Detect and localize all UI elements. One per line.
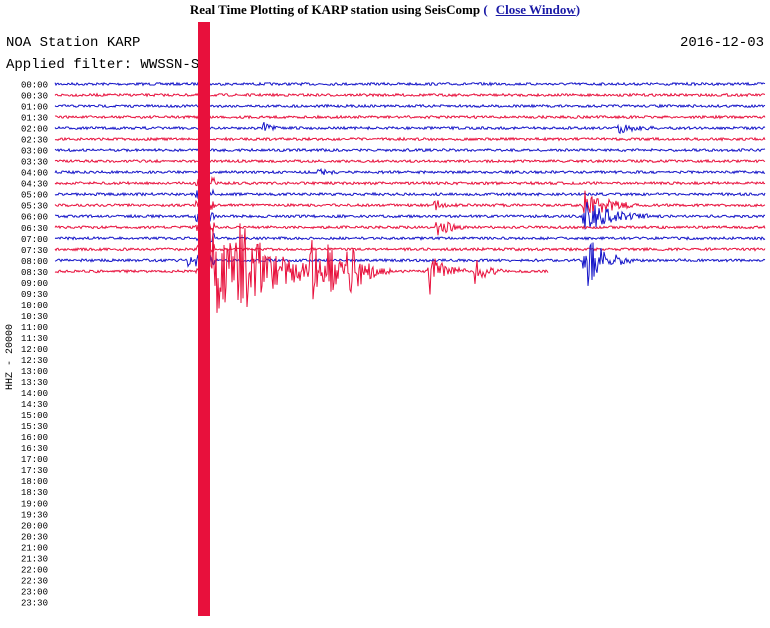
time-label: 18:00 <box>21 477 48 487</box>
time-label: 03:30 <box>21 158 48 168</box>
trace <box>54 122 766 135</box>
trace <box>54 232 766 245</box>
time-label: 06:00 <box>21 213 48 223</box>
trace <box>54 114 766 120</box>
filter: Applied filter: WWSSN-SP <box>6 57 208 73</box>
time-label: 01:30 <box>21 114 48 124</box>
time-label: 09:00 <box>21 279 48 289</box>
time-label: 11:00 <box>21 323 48 333</box>
time-label: 20:00 <box>21 521 48 531</box>
time-label: 08:30 <box>21 268 48 278</box>
time-label: 07:00 <box>21 235 48 245</box>
date: 2016-12-03 <box>680 35 764 51</box>
trace <box>54 103 766 109</box>
link-paren: ( <box>483 2 488 17</box>
trace <box>54 242 766 286</box>
time-label: 02:00 <box>21 125 48 135</box>
time-label: 22:30 <box>21 576 48 586</box>
time-label: 10:30 <box>21 312 48 322</box>
time-label: 21:00 <box>21 543 48 553</box>
time-label: 07:30 <box>21 246 48 256</box>
trace <box>54 202 766 230</box>
time-label: 01:00 <box>21 103 48 113</box>
close-window-link[interactable]: Close Window <box>495 2 576 17</box>
trace <box>54 244 766 253</box>
trace <box>54 81 766 87</box>
helicorder: NOA Station KARP 2016-12-03 Applied filt… <box>0 22 770 628</box>
trace <box>54 167 766 176</box>
header: Real Time Plotting of KARP station using… <box>0 2 770 18</box>
time-label: 11:30 <box>21 334 48 344</box>
trace <box>54 175 766 189</box>
time-label: 14:30 <box>21 400 48 410</box>
time-label: 13:30 <box>21 378 48 388</box>
time-label: 21:30 <box>21 554 48 564</box>
trace <box>54 147 766 153</box>
time-label: 19:00 <box>21 499 48 509</box>
trace <box>54 136 766 142</box>
time-label: 12:00 <box>21 345 48 355</box>
channel-label: HHZ - 20000 <box>5 324 16 390</box>
time-label: 05:30 <box>21 202 48 212</box>
time-label: 23:00 <box>21 587 48 597</box>
time-label: 04:00 <box>21 169 48 179</box>
large-event <box>198 22 210 616</box>
time-label: 18:30 <box>21 488 48 498</box>
time-label: 15:30 <box>21 422 48 432</box>
trace <box>54 219 549 324</box>
trace <box>54 158 766 164</box>
time-label: 04:30 <box>21 180 48 190</box>
time-label: 16:30 <box>21 444 48 454</box>
time-label: 00:00 <box>21 81 48 91</box>
plot-background <box>0 22 770 628</box>
trace <box>54 221 766 236</box>
time-label: 20:30 <box>21 532 48 542</box>
link-paren: ) <box>575 2 581 17</box>
time-label: 00:30 <box>21 92 48 102</box>
trace <box>54 190 766 217</box>
time-label: 23:30 <box>21 598 48 608</box>
time-label: 13:00 <box>21 367 48 377</box>
time-label: 17:30 <box>21 466 48 476</box>
trace <box>54 188 766 199</box>
time-label: 19:30 <box>21 510 48 520</box>
time-label: 22:00 <box>21 565 48 575</box>
time-label: 14:00 <box>21 389 48 399</box>
trace <box>54 92 766 98</box>
page-title: Real Time Plotting of KARP station using… <box>189 2 481 17</box>
time-label: 06:30 <box>21 224 48 234</box>
time-label: 10:00 <box>21 301 48 311</box>
time-label: 16:00 <box>21 433 48 443</box>
time-label: 02:30 <box>21 136 48 146</box>
time-label: 05:00 <box>21 191 48 201</box>
time-label: 03:00 <box>21 147 48 157</box>
station-name: NOA Station KARP <box>6 35 140 51</box>
time-label: 15:00 <box>21 411 48 421</box>
time-label: 12:30 <box>21 356 48 366</box>
time-label: 17:00 <box>21 455 48 465</box>
time-label: 08:00 <box>21 257 48 267</box>
time-label: 09:30 <box>21 290 48 300</box>
